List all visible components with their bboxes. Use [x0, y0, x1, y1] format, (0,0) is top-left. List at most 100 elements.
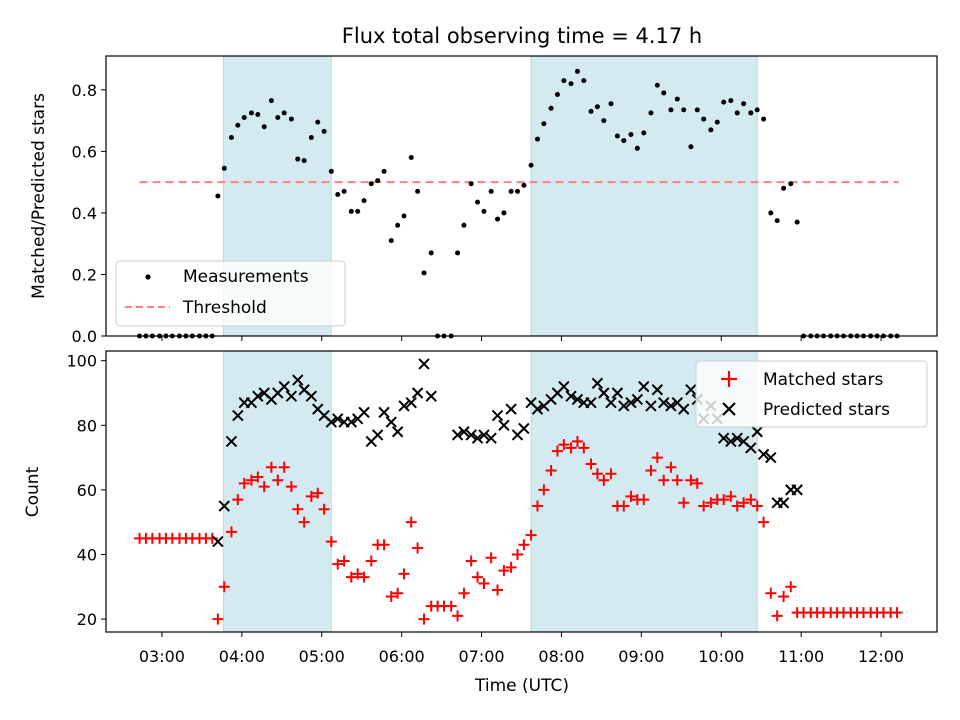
- matched-star-point: [478, 578, 490, 590]
- matched-star-point: [565, 442, 577, 454]
- matched-star-point: [305, 490, 317, 502]
- measurement-point: [455, 250, 461, 256]
- predicted-star-point: [385, 416, 397, 428]
- measurement-point: [788, 181, 794, 187]
- x-tick-label: 03:00: [139, 647, 185, 666]
- matched-star-point: [691, 477, 703, 489]
- bottom-legend-box: [695, 360, 928, 428]
- measurement-point: [355, 208, 361, 214]
- predicted-star-point: [292, 374, 304, 386]
- x-tick-label: 05:00: [299, 647, 345, 666]
- measurement-point: [694, 107, 700, 113]
- measurement-point: [268, 98, 274, 104]
- measurement-point: [674, 96, 680, 102]
- predicted-star-point: [285, 390, 298, 402]
- measurement-point: [281, 110, 287, 116]
- predicted-star-point: [765, 451, 777, 464]
- top-plot-frame: [105, 55, 938, 337]
- predicted-star-point: [391, 426, 404, 438]
- matched-star-point: [585, 458, 597, 470]
- predicted-star-point: [398, 400, 410, 412]
- matched-star-point: [265, 461, 277, 473]
- matched-star-point: [685, 474, 697, 486]
- measurement-point: [375, 178, 381, 184]
- measurement-point: [221, 165, 227, 171]
- matched-star-point: [492, 584, 504, 596]
- matched-star-point: [678, 497, 690, 509]
- matched-star-point: [412, 542, 424, 554]
- top-y-axis-ticks: 0.0 0.2 0.4 0.6 0.8: [72, 81, 106, 346]
- matched-star-point: [658, 474, 670, 486]
- matched-star-point: [651, 452, 663, 464]
- y-tick-label: 0.4: [72, 204, 97, 223]
- matched-star-point: [518, 539, 530, 551]
- measurement-point: [614, 133, 620, 139]
- predicted-star-point: [411, 387, 424, 399]
- matched-star-point: [645, 465, 657, 477]
- measurement-point: [734, 110, 740, 116]
- predicted-star-point: [278, 380, 290, 393]
- predicted-star-point: [731, 432, 743, 444]
- matched-predicted-ratio-panel: Flux total observing time = 4.17 h 0.00.…: [29, 24, 938, 346]
- predicted-star-point: [358, 406, 370, 419]
- y-tick-label: 0.0: [72, 327, 97, 346]
- measurement-point: [461, 222, 467, 228]
- predicted-star-point: [478, 429, 490, 441]
- measurement-point: [721, 99, 727, 105]
- matched-star-point: [891, 607, 903, 619]
- predicted-star-point: [558, 380, 570, 393]
- matched-star-point: [385, 590, 397, 602]
- measurement-point: [554, 91, 560, 97]
- measurement-point: [328, 168, 334, 174]
- predicted-star-point: [465, 429, 477, 441]
- top-legend: Measurements Threshold: [115, 260, 346, 327]
- predicted-star-point: [645, 400, 657, 412]
- matched-star-point: [445, 600, 457, 612]
- matched-star-point: [505, 561, 517, 573]
- predicted-star-point: [332, 413, 344, 425]
- matched-star-point: [605, 468, 617, 480]
- predicted-star-point: [631, 393, 644, 406]
- matched-star-point: [225, 526, 237, 538]
- measurement-point: [488, 188, 494, 194]
- matched-star-point: [591, 468, 603, 480]
- matched-star-point: [571, 435, 583, 447]
- matched-star-point: [598, 474, 610, 486]
- predicted-star-point: [565, 390, 577, 402]
- measurement-point: [794, 219, 800, 225]
- predicted-star-point: [591, 377, 604, 390]
- measurement-point: [608, 101, 614, 107]
- predicted-star-point: [232, 409, 244, 422]
- matched-star-point: [278, 461, 290, 473]
- measurement-point: [748, 110, 754, 116]
- measurement-point: [648, 110, 654, 116]
- matched-star-point: [538, 484, 550, 496]
- matched-star-point: [258, 481, 270, 493]
- measurement-point: [688, 144, 694, 150]
- measurement-point: [581, 78, 587, 84]
- matched-star-point: [418, 613, 430, 625]
- measurement-point: [388, 238, 394, 244]
- matched-star-point: [665, 461, 677, 473]
- matched-star-point: [472, 571, 484, 583]
- predicted-star-point: [531, 403, 544, 415]
- measurement-point: [235, 122, 241, 128]
- measurement-point: [741, 101, 747, 107]
- measurement-point: [588, 108, 594, 114]
- predicted-star-point: [777, 497, 790, 509]
- measurement-point: [261, 124, 267, 130]
- matched-star-point: [618, 500, 630, 512]
- matched-star-point: [465, 555, 477, 567]
- matched-star-point: [551, 445, 563, 457]
- predicted-star-point: [451, 429, 464, 441]
- matched-star-point: [738, 497, 750, 509]
- measurement-point: [521, 182, 527, 188]
- predicted-star-point: [757, 448, 770, 461]
- measurement-point: [661, 90, 667, 96]
- x-tick-label: 04:00: [219, 647, 265, 666]
- predicted-star-point: [305, 390, 318, 402]
- matched-star-point: [238, 477, 250, 489]
- matched-star-point: [718, 494, 730, 506]
- matched-star-points: [134, 435, 903, 625]
